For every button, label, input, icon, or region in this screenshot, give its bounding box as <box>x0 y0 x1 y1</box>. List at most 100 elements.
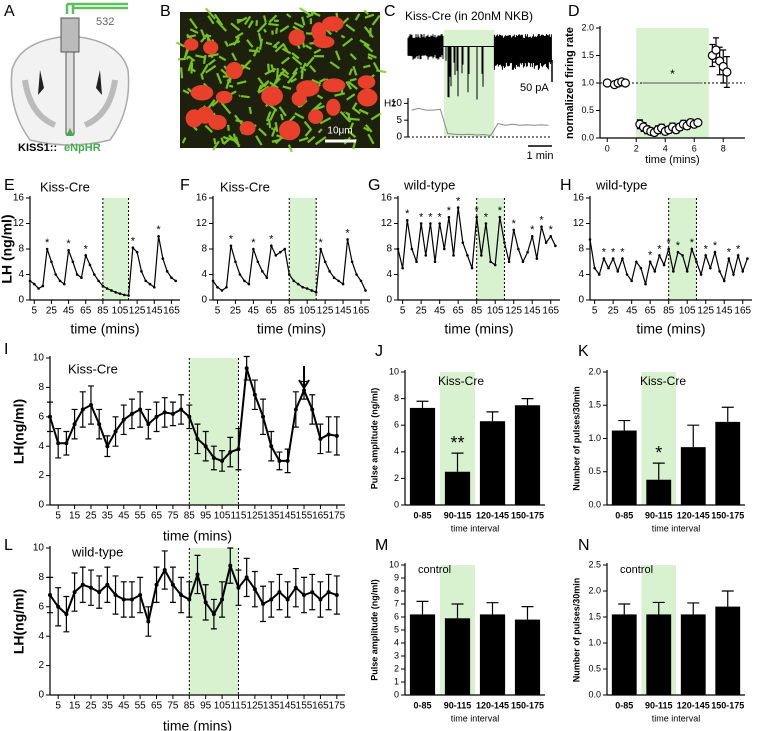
y-tick-label: 0.5 <box>588 663 601 673</box>
bar <box>646 479 672 505</box>
data-point <box>727 257 731 260</box>
bar <box>611 430 637 505</box>
y-tick-label: 1.5 <box>588 611 601 621</box>
panel-letter: J <box>375 343 383 360</box>
x-tick-label: 75 <box>167 701 179 712</box>
x-tick-label: 95 <box>200 701 212 712</box>
x-tick-label: 8 <box>721 143 726 153</box>
annotation: * <box>727 246 732 258</box>
y-tick-label: 8 <box>38 382 44 393</box>
data-point <box>277 458 282 463</box>
y-tick-label: 16 <box>573 193 585 204</box>
cell-body <box>288 29 306 46</box>
x-tick-label: 45 <box>248 306 260 317</box>
data-point <box>236 447 241 452</box>
data-point <box>195 436 200 441</box>
data-point <box>319 247 322 251</box>
cell-body <box>190 85 214 101</box>
x-tick-label: 175 <box>328 511 345 522</box>
x-tick-label: 0 <box>605 143 610 153</box>
x-tick-label: 6 <box>692 143 697 153</box>
data-point <box>597 273 601 276</box>
data-point <box>97 422 102 427</box>
bar <box>680 447 706 505</box>
x-tick-label: 2 <box>634 143 639 153</box>
data-point <box>611 257 615 260</box>
panel-letter: D <box>568 3 580 20</box>
x-tick-label: 145 <box>146 306 163 317</box>
data-point <box>746 257 749 260</box>
y-axis-label: Pulse amplitude (ng/ml) <box>369 388 379 490</box>
y-tick-label: 12 <box>573 218 585 229</box>
cell-body <box>185 109 203 128</box>
data-point <box>318 597 323 602</box>
data-point <box>92 273 96 276</box>
y-tick-label: 12 <box>381 218 393 229</box>
error-bar <box>721 406 734 422</box>
data-point <box>162 568 167 573</box>
cell-body <box>291 91 307 106</box>
x-tick-label: 0-85 <box>615 700 633 710</box>
x-tick-label: 65 <box>80 306 92 317</box>
data-point <box>293 585 298 590</box>
annotation: * <box>45 237 50 249</box>
data-point <box>129 597 134 602</box>
y-axis-label: LH(ng/ml) <box>11 399 27 464</box>
data-point <box>97 590 102 595</box>
data-point <box>512 228 516 232</box>
data-point <box>256 260 260 264</box>
data-point <box>234 260 237 264</box>
x-tick-label: 120-145 <box>476 700 509 710</box>
y-axis-label: LH(ng/ml) <box>11 589 27 654</box>
x-tick-label: 25 <box>85 701 97 712</box>
data-point <box>498 215 502 219</box>
error-bar <box>687 424 700 448</box>
y-tick-label: 8 <box>38 572 44 583</box>
x-tick-label: 4 <box>663 143 668 153</box>
data-point <box>179 593 184 598</box>
data-point <box>229 244 233 248</box>
y-tick-label: 6 <box>394 420 399 430</box>
y-axis-label: Number of pulses/30min <box>571 386 581 491</box>
x-tick-label: 0-85 <box>413 510 431 520</box>
data-point <box>48 414 52 419</box>
data-point <box>62 282 66 286</box>
x-tick-label: 0-85 <box>413 700 431 710</box>
data-point <box>54 273 58 276</box>
y-tick-label: 0.0 <box>588 689 601 699</box>
data-point <box>203 600 208 605</box>
data-point <box>621 257 624 260</box>
data-point <box>179 407 184 412</box>
panel-letter: H <box>560 177 572 194</box>
cell-body <box>208 114 227 130</box>
x-axis-label: time interval <box>652 523 701 533</box>
data-point <box>278 250 282 254</box>
error-bar <box>486 411 499 422</box>
y-tick-label: 2.5 <box>588 559 601 569</box>
y-tick-label: 4 <box>18 269 24 280</box>
y-tick-label: 0 <box>396 132 402 143</box>
annotation: * <box>156 224 161 236</box>
data-point <box>101 284 105 288</box>
annotation: * <box>229 234 234 246</box>
data-point <box>228 563 233 568</box>
x-tick-label: 95 <box>200 511 212 522</box>
y-axis-label: Number of pulses/30min <box>571 578 581 683</box>
data-point <box>359 279 363 283</box>
data-point <box>220 289 224 292</box>
data-point <box>121 417 126 422</box>
data-point <box>346 238 349 241</box>
x-tick-label: 155 <box>296 511 313 522</box>
schematic: A 532 KISS1:: eNpHR <box>4 2 130 154</box>
x-axis-label: time (mins) <box>163 718 232 731</box>
x-tick-label: 145 <box>335 306 352 317</box>
x-tick-label: 165 <box>163 306 180 317</box>
y-tick-label: 4 <box>386 269 392 280</box>
data-point <box>554 244 557 248</box>
data-point <box>648 260 652 264</box>
data-point <box>535 257 539 260</box>
x-axis-label: time (mins) <box>163 528 232 544</box>
chart-title: wild-type <box>595 177 647 192</box>
annotation: * <box>269 234 274 246</box>
data-point <box>247 282 251 286</box>
